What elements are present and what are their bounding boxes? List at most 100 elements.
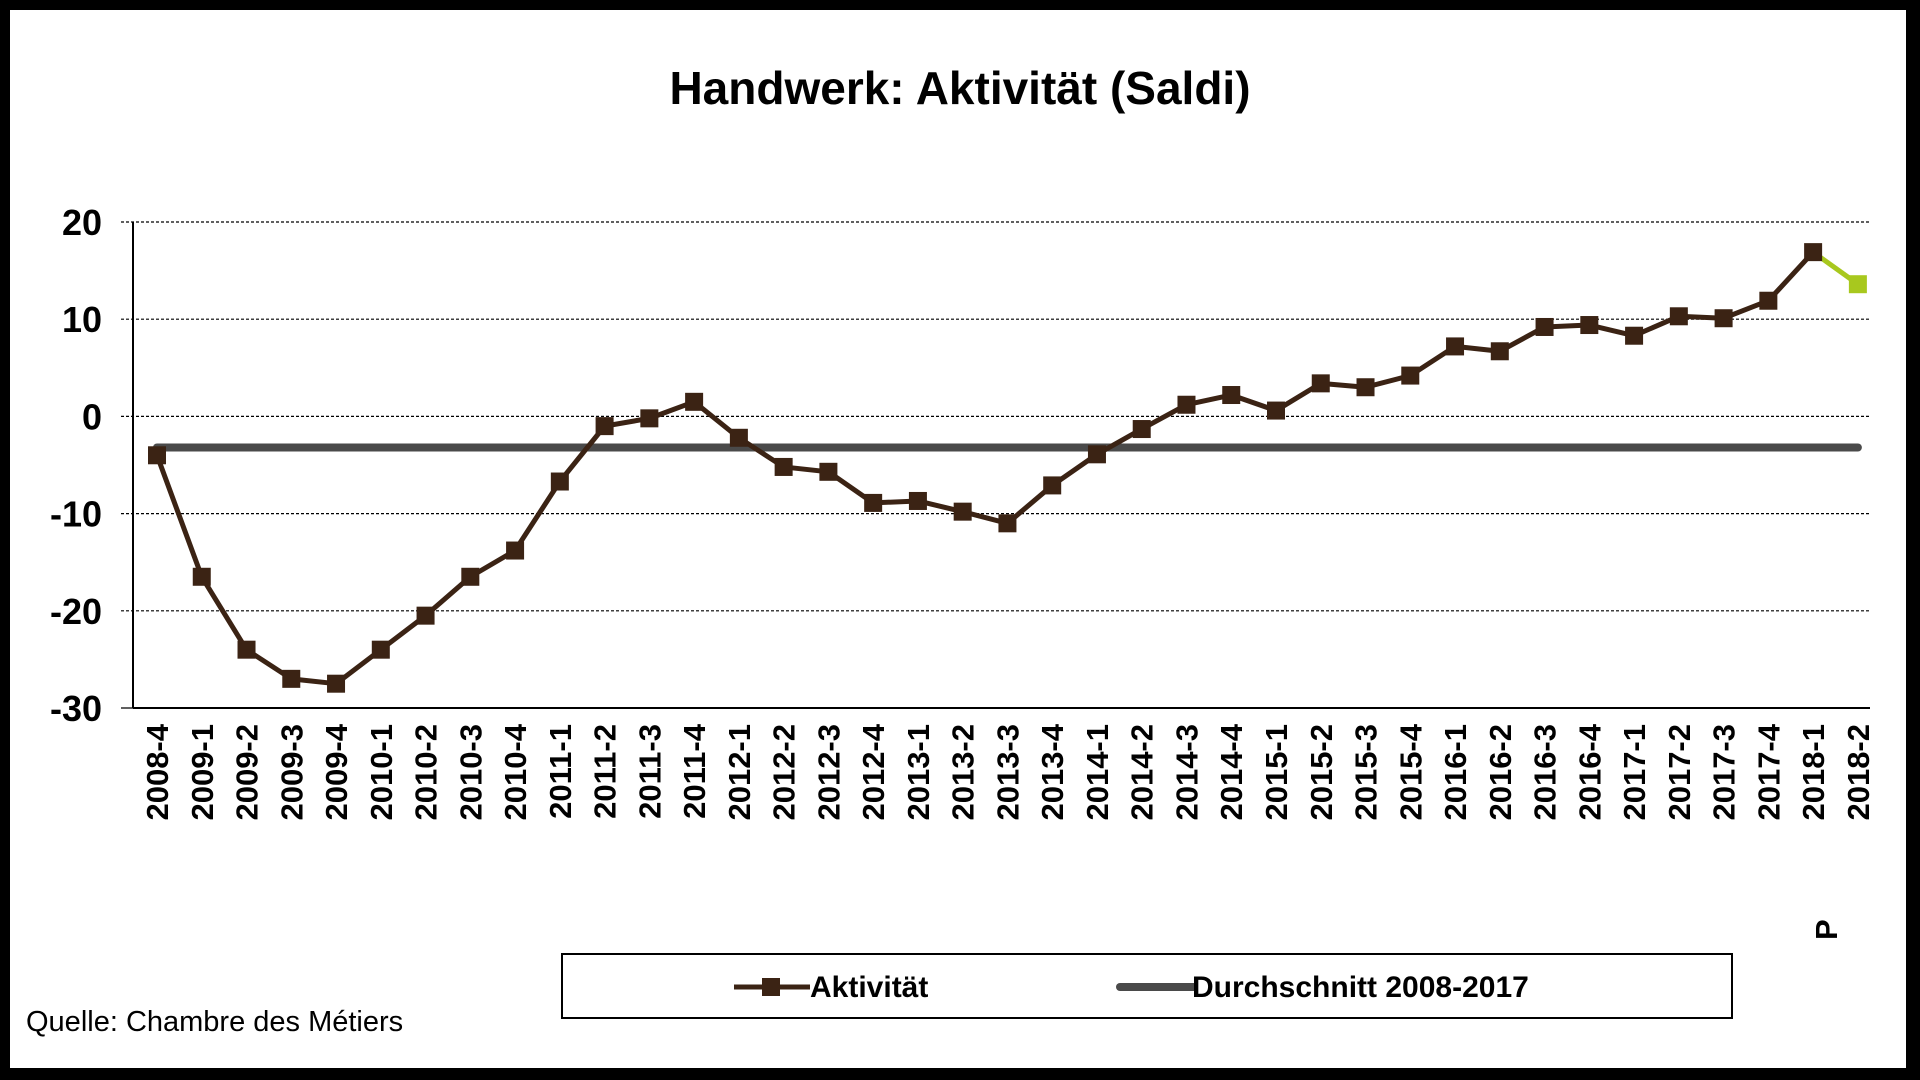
activity-marker xyxy=(864,493,883,512)
activity-marker xyxy=(1401,366,1420,385)
activity-marker xyxy=(640,409,659,428)
y-tick-label: -30 xyxy=(50,688,102,729)
x-tick-label: 2009-1 xyxy=(185,724,220,821)
activity-marker xyxy=(1222,386,1241,405)
x-tick-label: 2014-3 xyxy=(1169,724,1204,821)
x-tick-label: 2014-2 xyxy=(1125,724,1160,821)
x-tick-label: 2011-4 xyxy=(677,723,712,819)
x-tick-label: 2009-2 xyxy=(230,724,265,821)
x-tick-label: 2013-2 xyxy=(946,724,981,821)
x-tick-suffix: P xyxy=(1809,919,1844,940)
activity-marker xyxy=(685,392,704,411)
axes xyxy=(132,222,1870,709)
x-tick-label: 2013-4 xyxy=(1035,723,1070,820)
activity-marker xyxy=(1714,309,1733,328)
legend-swatch-aktivitaet xyxy=(734,978,810,996)
x-tick-label: 2016-3 xyxy=(1528,724,1563,821)
activity-marker xyxy=(1490,342,1509,361)
activity-marker xyxy=(192,567,211,586)
x-tick-label: 2014-4 xyxy=(1214,723,1249,820)
activity-marker xyxy=(550,472,569,491)
x-tick-label: 2008-4 xyxy=(140,723,175,820)
x-tick-label: 2009-3 xyxy=(274,724,309,821)
y-tick-label: 0 xyxy=(82,396,102,437)
activity-marker xyxy=(1848,275,1867,294)
activity-marker xyxy=(1267,401,1285,420)
activity-marker xyxy=(953,502,972,521)
activity-marker xyxy=(327,674,346,693)
activity-marker xyxy=(1311,374,1330,393)
activity-marker xyxy=(1580,316,1599,335)
y-tick-labels: 20 10 0 -10 -20 -30 xyxy=(50,202,102,729)
activity-marker xyxy=(237,640,256,659)
activity-marker xyxy=(148,446,166,465)
activity-marker xyxy=(729,428,748,447)
x-tick-label: 2011-2 xyxy=(588,724,623,819)
x-tick-label: 2017-3 xyxy=(1707,724,1742,821)
activity-series xyxy=(148,243,1867,693)
x-tick-label: 2012-2 xyxy=(767,724,802,821)
x-tick-label: 2014-1 xyxy=(1080,724,1115,821)
y-tick-label: 10 xyxy=(62,299,102,340)
x-tick-label: 2016-4 xyxy=(1572,723,1607,820)
activity-marker xyxy=(1759,291,1778,310)
activity-marker xyxy=(819,462,838,481)
activity-marker xyxy=(998,514,1017,533)
activity-marker xyxy=(1043,476,1062,495)
activity-marker xyxy=(1804,243,1823,262)
x-tick-label: 2016-2 xyxy=(1483,724,1518,821)
activity-marker xyxy=(371,640,390,659)
x-tick-label: 2012-4 xyxy=(856,723,891,820)
x-tick-label: 2017-4 xyxy=(1751,723,1786,820)
gridlines xyxy=(121,221,1870,709)
activity-marker xyxy=(1625,326,1644,345)
activity-marker xyxy=(1356,378,1375,397)
x-tick-labels: 2008-4 2009-1 2009-2 2009-3 2009-4 2010-1 2010… xyxy=(140,723,1876,940)
activity-line xyxy=(154,250,1815,687)
x-tick-label: 2018-1 xyxy=(1796,724,1831,821)
x-tick-label: 2015-4 xyxy=(1393,723,1428,820)
x-tick-label: 2016-1 xyxy=(1438,724,1473,821)
line-chart: Handwerk: Aktivität (Saldi) 20 10 0 -10 -20 -… xyxy=(26,62,1876,1038)
x-tick-label: 2011-1 xyxy=(543,724,578,819)
x-tick-label: 2010-4 xyxy=(498,723,533,820)
activity-marker xyxy=(1669,307,1688,326)
x-tick-label: 2010-1 xyxy=(364,724,399,821)
legend-label-durchschnitt: Durchschnitt 2008-2017 xyxy=(1192,971,1529,1004)
activity-marker xyxy=(1087,445,1106,464)
x-tick-label: 2013-1 xyxy=(901,724,936,821)
activity-marker xyxy=(595,417,614,436)
activity-marker xyxy=(774,457,793,476)
chart-title: Handwerk: Aktivität (Saldi) xyxy=(669,62,1250,114)
activity-marker xyxy=(1535,317,1554,336)
activity-marker xyxy=(1132,420,1151,439)
activity-marker xyxy=(1446,337,1465,356)
x-tick-label: 2015-3 xyxy=(1349,724,1384,821)
legend: Aktivität Durchschnitt 2008-2017 xyxy=(561,953,1733,1019)
y-tick-label: -20 xyxy=(50,591,102,632)
activity-marker xyxy=(282,669,301,688)
activity-marker xyxy=(506,541,525,560)
x-tick-label: 2017-2 xyxy=(1662,724,1697,821)
x-tick-label: 2013-3 xyxy=(990,724,1025,821)
x-tick-label: 2012-1 xyxy=(722,724,757,821)
x-tick-label: 2011-3 xyxy=(632,724,667,819)
y-tick-label: -10 xyxy=(50,494,102,535)
x-tick-label: 2012-3 xyxy=(811,724,846,821)
x-tick-label: 2017-1 xyxy=(1617,724,1652,821)
x-tick-label: 2015-1 xyxy=(1259,724,1294,821)
x-tick-label: 2015-2 xyxy=(1304,724,1339,821)
activity-marker xyxy=(1177,395,1196,414)
x-tick-label: 2009-4 xyxy=(319,723,354,820)
chart-frame: Handwerk: Aktivität (Saldi) 20 10 0 -10 -20 -… xyxy=(10,10,1906,1068)
activity-marker xyxy=(908,491,927,510)
legend-label-aktivitaet: Aktivität xyxy=(810,971,928,1004)
source-note: Quelle: Chambre des Métiers xyxy=(26,1006,403,1038)
legend-marker xyxy=(762,978,780,996)
x-tick-label: 2010-2 xyxy=(409,724,444,821)
y-tick-label: 20 xyxy=(62,202,102,243)
x-tick-label: 2018-2 xyxy=(1841,724,1876,821)
x-tick-label: 2010-3 xyxy=(453,724,488,821)
activity-marker xyxy=(461,567,480,586)
activity-marker xyxy=(416,606,435,625)
